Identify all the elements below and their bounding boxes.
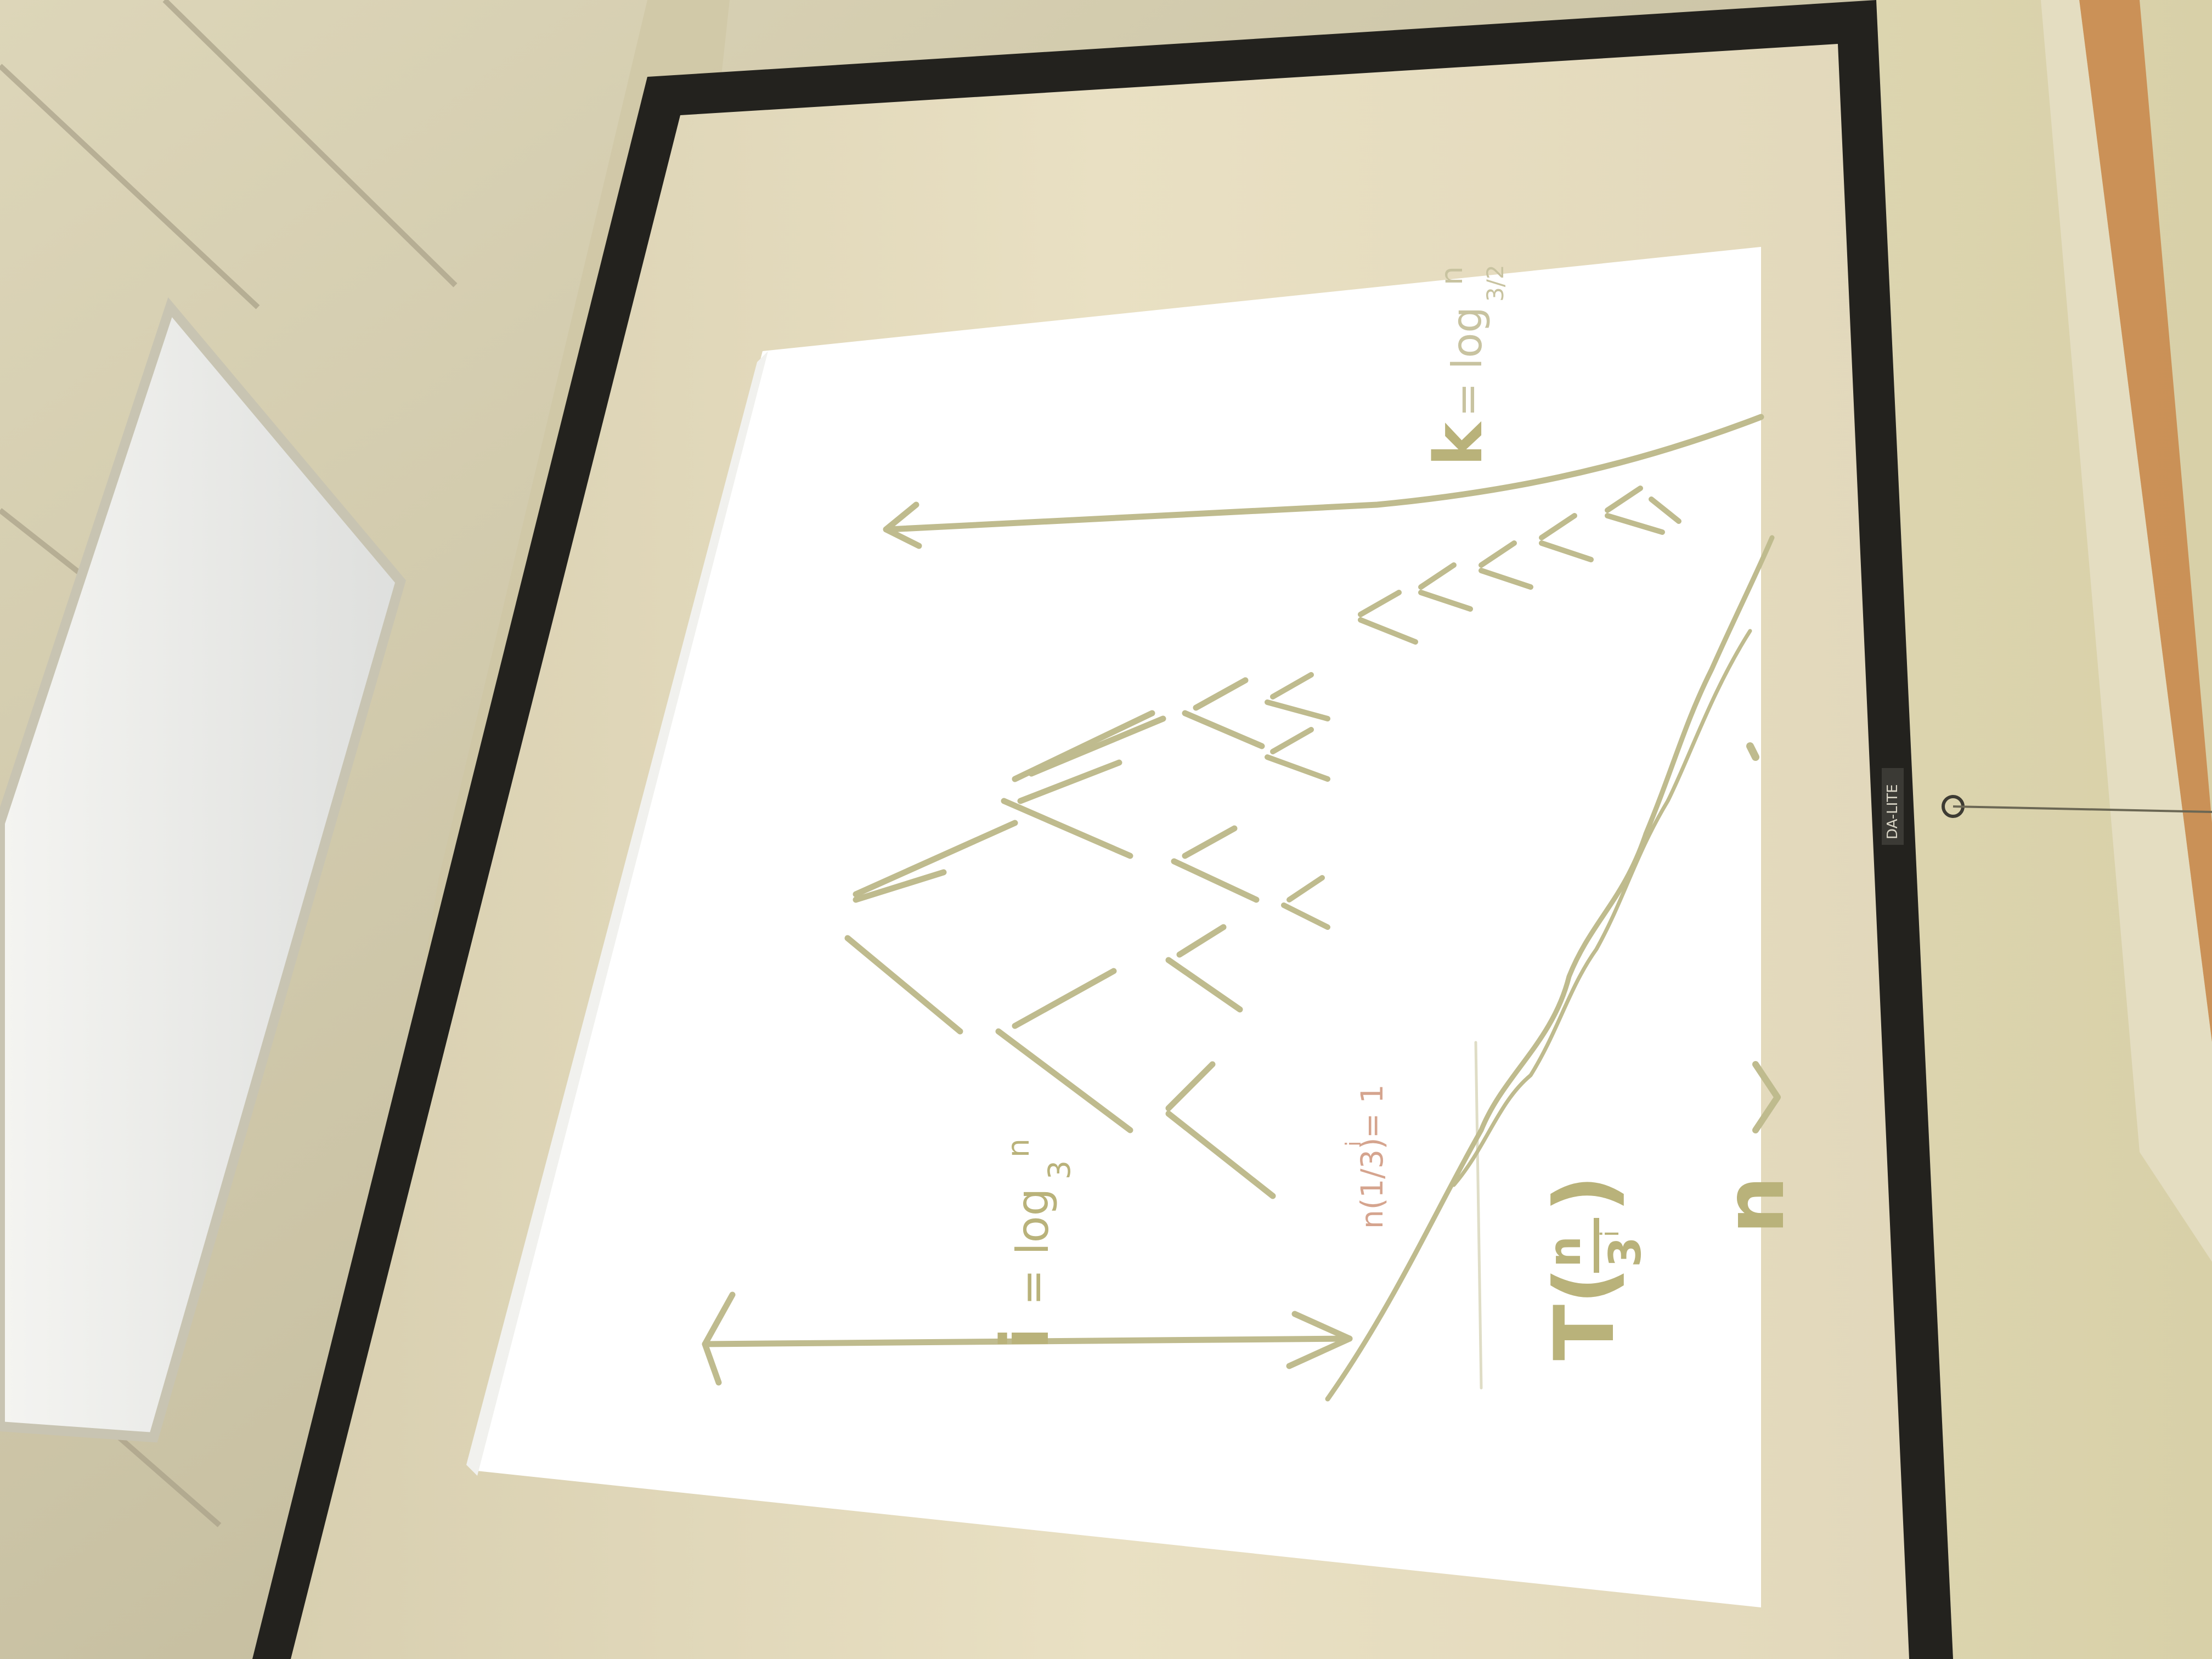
pull-cord	[1953, 805, 2212, 813]
i-arrow-left-head	[702, 1291, 736, 1386]
i-equation: = log	[1007, 1188, 1058, 1306]
k-equation: = log	[1443, 307, 1491, 417]
recurrence-den-exponent: i	[1595, 1230, 1624, 1237]
diagonal-wavy-line	[1325, 535, 1775, 1402]
tree-branch	[995, 1028, 1133, 1133]
tree-branch	[1479, 568, 1533, 590]
tree-branch	[1182, 825, 1238, 859]
tree-branch	[1165, 1110, 1276, 1199]
condition-text: n(1/3)	[1355, 1138, 1390, 1229]
edge-mark	[1752, 1061, 1781, 1133]
projected-page-left-edge	[466, 351, 768, 1476]
tree-branch	[1182, 710, 1265, 749]
recurrence-close: )	[1537, 1175, 1633, 1212]
condition-exponent: i	[1341, 1141, 1365, 1147]
tree-branch	[1286, 875, 1325, 902]
partial-n: n	[1707, 1176, 1803, 1234]
tree-branch	[1028, 715, 1166, 777]
screen-brand-label	[1882, 768, 1904, 845]
tree-branch	[1281, 902, 1330, 930]
tree-branch	[1017, 759, 1122, 804]
whiteboard-drawing	[702, 414, 1775, 1402]
tree-branch	[1270, 727, 1314, 754]
label-condition: n(1/3) i = 1	[1341, 1084, 1390, 1229]
tree-branch	[1605, 486, 1643, 513]
tree-branch	[1605, 513, 1665, 535]
i-arrow-line	[702, 1335, 1353, 1347]
tree-branch	[1165, 957, 1243, 1013]
tree-branch	[1270, 672, 1314, 699]
tree-branch	[1165, 1061, 1216, 1111]
tree-branch	[1479, 540, 1517, 568]
tree-branch	[1193, 677, 1249, 711]
tree-branch	[844, 935, 963, 1035]
tree-branch	[1418, 562, 1457, 590]
ceiling-light	[0, 297, 406, 1443]
condition-rhs: = 1	[1355, 1084, 1390, 1138]
tree-branch	[1418, 590, 1473, 612]
tree-branch	[1358, 617, 1418, 645]
tree-branch	[1001, 798, 1133, 859]
tree-branch	[1539, 540, 1594, 562]
vertical-faint-line	[1474, 1041, 1483, 1390]
recurrence-numerator: n	[1539, 1236, 1590, 1267]
recurrence-denominator: 3	[1600, 1237, 1651, 1267]
tree-branch	[853, 869, 947, 903]
i-arg: n	[1001, 1138, 1036, 1158]
recurrence-T: T(	[1537, 1267, 1633, 1361]
projected-page	[472, 247, 1761, 1607]
tree-branch	[1539, 513, 1577, 540]
tree-branch	[1265, 754, 1330, 782]
k-arrow-head	[883, 501, 922, 549]
tree-branch	[1012, 968, 1117, 1029]
tree-branch	[1649, 496, 1681, 524]
i-arrow-right-head	[1286, 1311, 1353, 1369]
tree-branch	[1171, 858, 1260, 903]
tree-branch	[853, 820, 1018, 898]
i-base: 3	[1042, 1160, 1077, 1180]
tree-branch	[1265, 699, 1330, 721]
tree-branch	[1358, 590, 1402, 617]
k-arg: n	[1434, 266, 1469, 285]
k-label: k	[1421, 421, 1497, 466]
edge-dot	[1746, 742, 1759, 761]
i-label: i	[988, 1327, 1064, 1350]
k-arrow-line	[885, 414, 1764, 533]
k-base: 3/2	[1482, 264, 1509, 302]
label-partial-n: n	[1707, 1176, 1803, 1234]
tree-branch	[1176, 924, 1227, 958]
door-trim	[2041, 0, 2212, 1262]
label-k: k = log 3/2 n	[1421, 264, 1509, 466]
label-recurrence: T( n 3 i )	[1537, 1175, 1651, 1361]
screen-brand-text: DA-LITE	[1884, 784, 1901, 839]
label-i: i = log 3 n	[988, 1138, 1077, 1350]
diagonal-wavy-line-2	[1452, 629, 1752, 1187]
